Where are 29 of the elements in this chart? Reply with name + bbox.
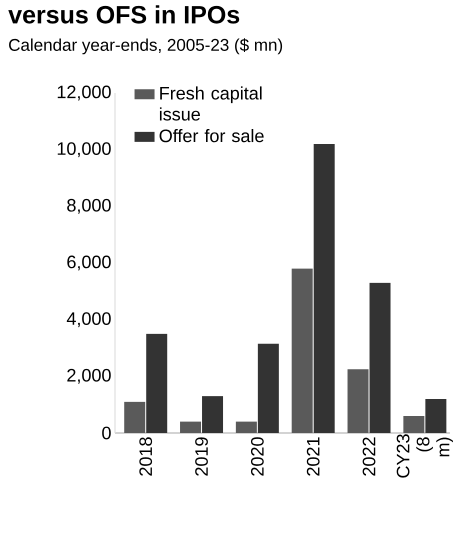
bar: [146, 334, 168, 433]
y-tick-label: 2,000: [67, 368, 111, 384]
bar: [314, 144, 335, 433]
x-tick-label: 2019: [195, 437, 208, 476]
bar: [180, 422, 202, 433]
bar: [348, 369, 369, 433]
chart-title: versus OFS in IPOs: [8, 5, 240, 24]
x-tick-label: 2022: [362, 437, 376, 476]
bar: [124, 402, 146, 433]
bar: [403, 416, 424, 433]
bar: [370, 282, 391, 433]
bar: [425, 398, 446, 433]
y-tick-label: 10,000: [58, 142, 111, 158]
legend-label: Fresh capital issue: [160, 86, 262, 121]
legend-label: Offer for sale: [160, 129, 264, 142]
bar: [202, 396, 224, 433]
x-tick-label: 2021: [306, 437, 320, 476]
bar: [236, 422, 257, 433]
x-tick-label: 2020: [250, 437, 264, 476]
x-tick-label: 2018: [139, 437, 152, 476]
y-tick-label: 6,000: [67, 256, 111, 270]
y-tick-label: 4,000: [66, 312, 111, 328]
x-tick-label: CY23 (8 m): [396, 434, 454, 478]
chart-subtitle: Calendar year-ends, 2005-23 ($ mn): [9, 38, 282, 54]
y-tick-label: 0: [102, 426, 111, 440]
bar: [258, 344, 279, 433]
y-tick-label: 12,000: [58, 86, 111, 100]
y-tick-label: 8,000: [67, 198, 111, 214]
bar: [292, 268, 313, 433]
